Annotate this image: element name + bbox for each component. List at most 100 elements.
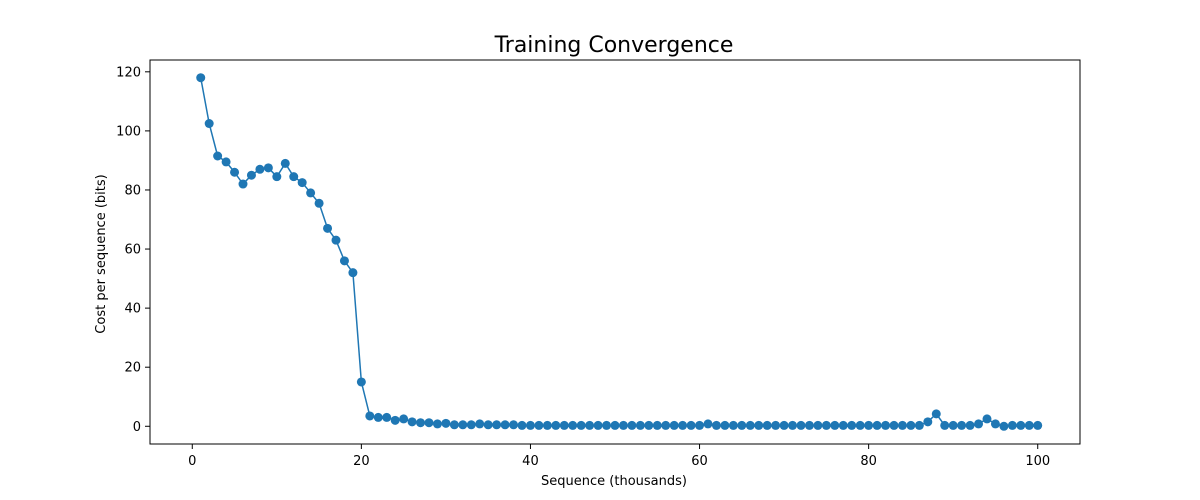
data-point [957, 420, 967, 430]
data-point [483, 420, 493, 430]
data-point [602, 420, 612, 430]
data-point [576, 420, 586, 430]
data-point [635, 420, 645, 430]
data-point [906, 420, 916, 430]
y-tick-label: 20 [124, 361, 141, 376]
data-point [306, 188, 316, 198]
x-tick-label: 20 [353, 454, 370, 469]
data-point [517, 420, 527, 430]
data-point [779, 420, 789, 430]
data-point [813, 420, 823, 430]
data-point [618, 420, 628, 430]
data-point [416, 418, 426, 428]
chart-title: Training Convergence [494, 33, 734, 58]
data-point [339, 256, 349, 266]
data-point [940, 420, 950, 430]
data-point [847, 420, 857, 430]
data-point [737, 420, 747, 430]
data-point [593, 420, 603, 430]
data-point [914, 420, 924, 430]
x-tick-label: 60 [691, 454, 708, 469]
data-point [542, 420, 552, 430]
data-point [720, 420, 730, 430]
data-point [771, 420, 781, 430]
data-point [280, 158, 290, 168]
data-point [432, 419, 442, 429]
data-point [711, 420, 721, 430]
data-point [948, 420, 958, 430]
data-point [331, 235, 341, 245]
data-point [297, 178, 307, 188]
data-point [982, 414, 992, 424]
data-point [204, 119, 214, 129]
data-point [559, 420, 569, 430]
data-point [221, 157, 231, 167]
data-point [855, 420, 865, 430]
data-point [390, 415, 400, 425]
data-point [796, 420, 806, 430]
data-point [466, 420, 476, 430]
data-point [1024, 420, 1034, 430]
data-point [568, 420, 578, 430]
data-point [1016, 420, 1026, 430]
data-point [356, 377, 366, 387]
data-point [509, 420, 519, 430]
data-point [314, 198, 324, 208]
data-point [246, 170, 256, 180]
series-layer [196, 73, 1043, 431]
data-point [272, 172, 282, 182]
data-point [458, 420, 468, 430]
data-point [610, 420, 620, 430]
series-line [199, 77, 1038, 428]
data-point [999, 421, 1009, 431]
data-point [534, 420, 544, 430]
plot-frame [149, 59, 1081, 445]
y-tick-label: 60 [124, 243, 141, 258]
data-point [864, 420, 874, 430]
data-point [897, 420, 907, 430]
y-tick-label: 80 [124, 183, 141, 198]
data-point [1007, 420, 1017, 430]
x-tick-label: 100 [1025, 454, 1050, 469]
data-point [348, 268, 358, 278]
data-point [821, 420, 831, 430]
y-axis-label: Cost per sequence (bits) [94, 174, 109, 333]
data-point [695, 420, 705, 430]
data-point [424, 418, 434, 428]
data-point [323, 223, 333, 233]
data-point [475, 419, 485, 429]
data-point [745, 420, 755, 430]
x-axis: 0 20 40 60 80 100 [188, 444, 1050, 469]
data-point [652, 420, 662, 430]
plot-area [149, 59, 1081, 445]
x-tick-label: 40 [522, 454, 539, 469]
data-point [838, 420, 848, 430]
data-point [373, 412, 383, 422]
data-point [399, 414, 409, 424]
data-point [644, 420, 654, 430]
data-point [627, 420, 637, 430]
data-point [382, 412, 392, 422]
data-point [788, 420, 798, 430]
data-point [500, 420, 510, 430]
data-point [889, 420, 899, 430]
data-point [551, 420, 561, 430]
data-point [585, 420, 595, 430]
y-tick-label: 100 [116, 124, 141, 139]
data-point [678, 420, 688, 430]
data-point [872, 420, 882, 430]
y-tick-label: 0 [133, 420, 141, 435]
y-tick-label: 120 [116, 65, 141, 80]
y-tick-label: 40 [124, 302, 141, 317]
data-point [974, 419, 984, 429]
y-axis: 0 20 40 60 80 100 120 [116, 65, 150, 435]
data-point [365, 411, 375, 421]
x-tick-label: 80 [860, 454, 877, 469]
data-point [230, 167, 240, 177]
data-point [441, 418, 451, 428]
data-point [754, 420, 764, 430]
data-point [289, 172, 299, 182]
x-tick-label: 0 [188, 454, 196, 469]
